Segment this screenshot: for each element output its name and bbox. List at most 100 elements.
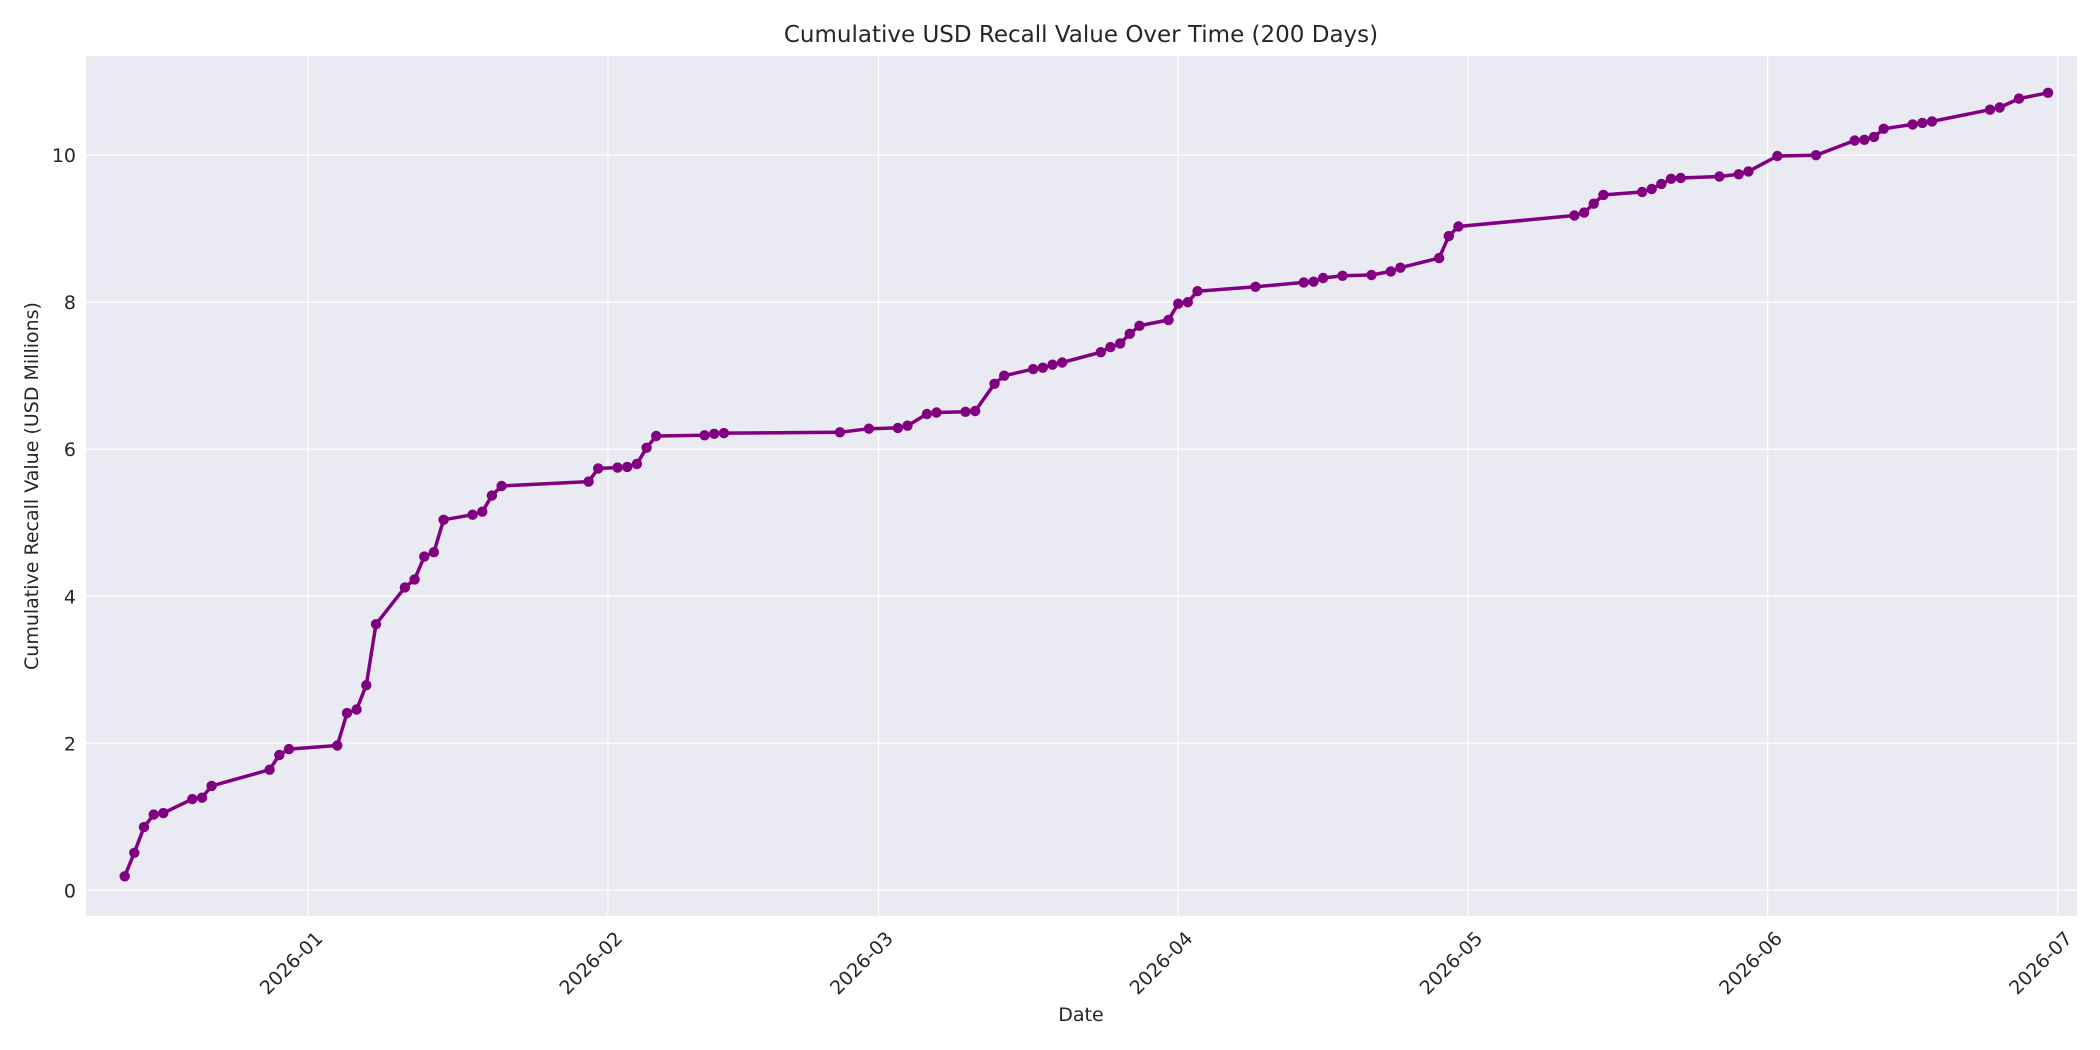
data-point <box>651 430 662 442</box>
data-point <box>1182 297 1194 308</box>
data-point <box>1385 266 1397 277</box>
data-point <box>892 422 904 434</box>
data-point <box>1192 286 1203 297</box>
data-point <box>1868 131 1880 143</box>
data-point <box>1917 117 1928 129</box>
data-point <box>921 408 933 420</box>
chart-title: Cumulative USD Recall Value Over Time (2… <box>784 22 1378 48</box>
data-point <box>1714 171 1725 182</box>
data-point <box>1124 328 1136 339</box>
data-point <box>1115 338 1126 349</box>
data-point <box>1395 262 1406 273</box>
x-tick-label: 2026-01 <box>256 928 328 1000</box>
data-point <box>1308 276 1319 287</box>
x-axis-label: Date <box>1058 1004 1103 1026</box>
data-point <box>283 743 295 755</box>
data-point <box>361 680 372 691</box>
y-tick-label: 0 <box>64 880 76 902</box>
data-point <box>1028 363 1039 375</box>
data-point <box>1646 183 1657 195</box>
data-point <box>187 793 198 805</box>
data-point <box>631 458 643 470</box>
data-point <box>1298 277 1310 288</box>
data-point <box>1810 150 1822 161</box>
data-point <box>1656 178 1667 190</box>
x-tick-label: 2026-06 <box>1715 928 1787 1000</box>
data-point <box>1733 169 1744 180</box>
x-tick-label: 2026-05 <box>1416 928 1488 1000</box>
data-point <box>341 707 353 719</box>
data-point <box>351 704 362 715</box>
grid-lines <box>86 56 2077 916</box>
data-point <box>699 430 710 441</box>
data-point <box>274 749 285 761</box>
y-tick-label: 10 <box>52 145 76 167</box>
x-tick-label: 2026-02 <box>555 928 627 1000</box>
data-point <box>1337 270 1348 281</box>
data-point <box>409 574 420 585</box>
data-point <box>989 378 1000 389</box>
data-point <box>486 490 498 501</box>
data-point <box>467 509 478 520</box>
data-point <box>1366 269 1377 281</box>
data-point <box>1163 314 1174 326</box>
data-point <box>902 420 913 431</box>
y-axis-label: Cumulative Recall Value (USD Millions) <box>21 302 43 670</box>
data-point <box>641 442 652 453</box>
data-point <box>119 871 130 882</box>
data-point <box>1588 198 1599 209</box>
data-point <box>1926 116 1938 127</box>
data-point <box>1443 230 1455 242</box>
data-point <box>129 847 140 858</box>
data-point <box>1743 166 1754 177</box>
data-point <box>999 370 1010 381</box>
data-point <box>1994 102 2005 113</box>
data-point <box>612 462 623 473</box>
data-point <box>1453 221 1464 232</box>
y-tick-label: 8 <box>64 292 76 314</box>
y-tick-label: 2 <box>64 733 76 755</box>
data-point <box>399 582 411 593</box>
data-point <box>419 551 430 562</box>
data-point <box>1636 186 1648 198</box>
x-tick-label: 2026-07 <box>2005 928 2077 1000</box>
data-point <box>2042 87 2054 99</box>
data-point <box>1037 362 1049 373</box>
data-point <box>1878 123 1889 134</box>
data-point <box>1095 347 1107 358</box>
data-point <box>370 619 382 630</box>
data-point <box>1578 207 1590 218</box>
data-point <box>1173 298 1184 309</box>
y-axis-ticks: 0 2 4 6 8 10 <box>52 145 76 902</box>
data-point <box>931 407 942 418</box>
data-point <box>593 463 604 474</box>
data-point <box>1907 119 1918 130</box>
plot-area <box>86 56 2077 916</box>
data-point <box>1057 357 1068 368</box>
data-point <box>438 514 449 525</box>
data-point <box>1134 320 1145 331</box>
data-point <box>960 406 971 417</box>
data-point <box>583 476 594 487</box>
data-point <box>138 821 150 833</box>
data-point <box>1317 272 1329 284</box>
y-tick-label: 6 <box>64 439 76 461</box>
data-point <box>834 427 846 438</box>
data-point <box>709 428 720 439</box>
data-point <box>1984 104 1996 115</box>
data-point <box>863 423 875 434</box>
data-point <box>206 780 217 792</box>
data-point <box>1047 359 1058 370</box>
data-point <box>1849 135 1860 146</box>
data-point <box>1250 281 1261 292</box>
data-point <box>1105 341 1116 353</box>
data-point <box>196 792 208 803</box>
data-point <box>477 506 488 517</box>
data-point <box>1675 172 1686 184</box>
data-point <box>264 764 275 775</box>
y-tick-label: 4 <box>64 586 76 608</box>
series-markers <box>119 87 2054 882</box>
data-point <box>2013 93 2025 104</box>
data-point <box>158 807 169 819</box>
data-point <box>1772 150 1783 162</box>
